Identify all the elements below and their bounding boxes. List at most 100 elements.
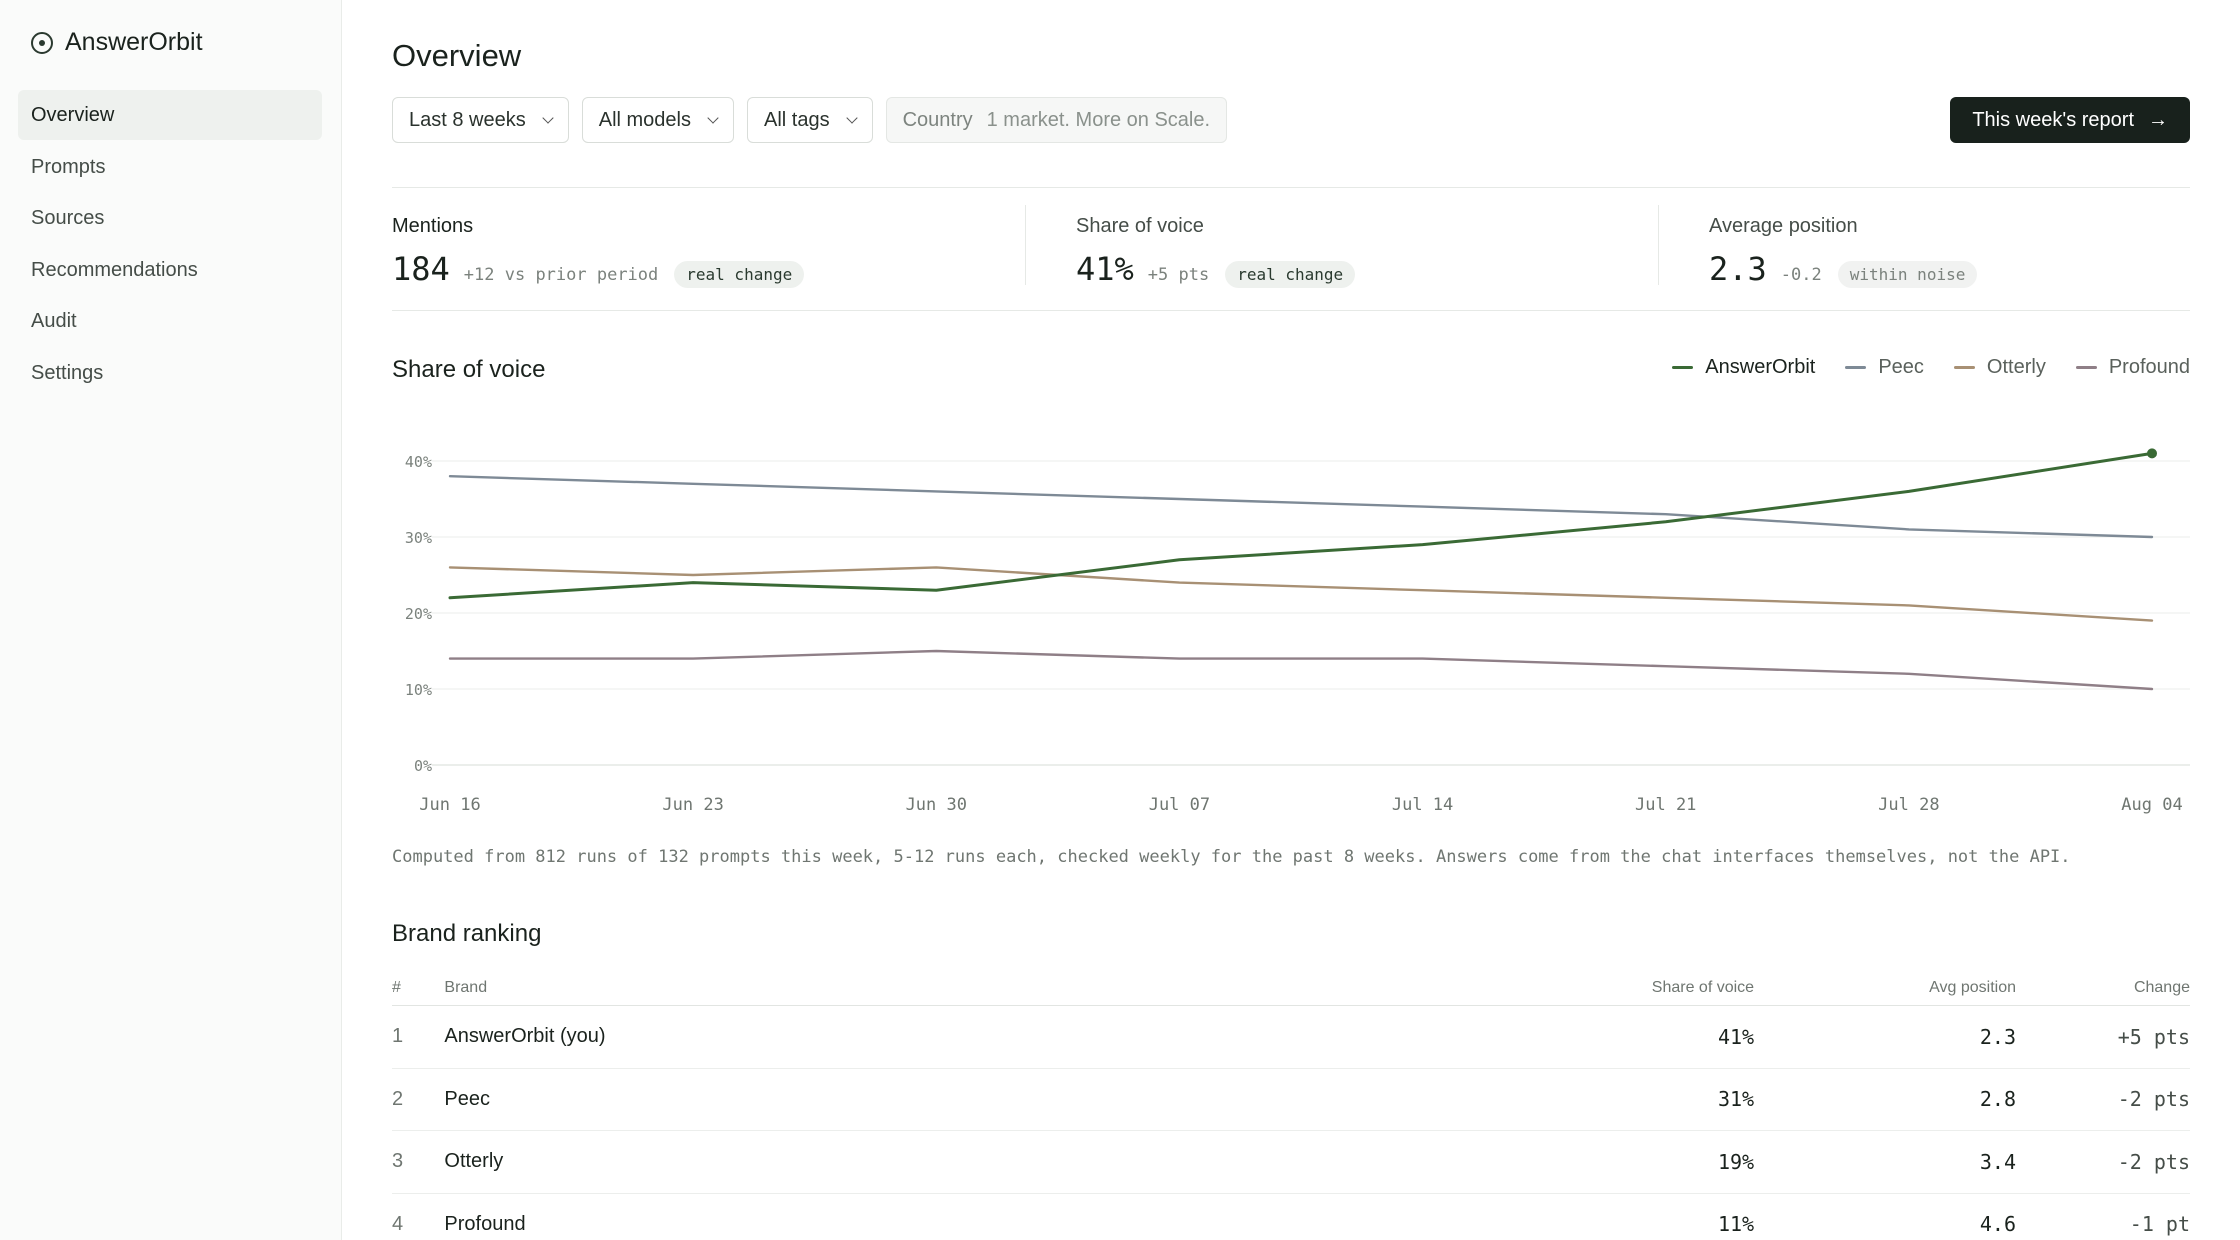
legend-label: Otterly [1986, 356, 2046, 378]
x-tick-label: Jun 16 [419, 795, 480, 815]
series-endpoint-marker [2147, 448, 2157, 459]
sidebar-item-sources[interactable]: Sources [31, 207, 105, 229]
metric-label: Mentions [392, 215, 474, 237]
row-share-of-voice: 11% [1717, 1212, 1755, 1237]
metric-delta: +5 pts [1147, 265, 1210, 285]
y-tick-label: 10% [405, 681, 432, 699]
legend-swatch [1953, 366, 1975, 369]
models-select[interactable]: All models [581, 97, 734, 143]
sidebar-item-overview[interactable]: Overview [18, 90, 322, 140]
row-brand: AnswerOrbit (you) [444, 1025, 606, 1048]
table-row[interactable]: 3 Otterly 19% 3.4 -2 pts [392, 1131, 2190, 1194]
series-line-peec [448, 475, 2154, 539]
row-share-of-voice: 41% [1717, 1024, 1755, 1049]
legend-item[interactable]: Peec [1845, 356, 1924, 379]
chevron-down-icon [542, 112, 554, 124]
legend-item[interactable]: AnswerOrbit [1672, 356, 1815, 379]
divider [392, 310, 2190, 311]
chevron-down-icon [707, 112, 719, 124]
y-tick-label: 30% [405, 529, 432, 547]
status-badge: real change [674, 261, 805, 288]
tags-select[interactable]: All tags [747, 97, 873, 143]
metric-average-position: Average position 2.3 -0.2 within noise [1658, 205, 2190, 288]
status-badge: within noise [1837, 261, 1978, 288]
tags-select-value: All tags [764, 108, 830, 131]
row-share-of-voice: 19% [1717, 1149, 1755, 1174]
brand[interactable]: AnswerOrbit [31, 28, 203, 57]
sidebar: AnswerOrbit Overview Prompts Sources Rec… [0, 0, 342, 1240]
chart-title: Share of voice [392, 356, 546, 383]
metric-value: 2.3 [1709, 250, 1767, 288]
row-rank: 1 [392, 1025, 404, 1048]
table-row[interactable]: 1 AnswerOrbit (you) 41% 2.3 +5 pts [392, 1006, 2190, 1069]
brand-ranking-table: # Brand Share of voice Avg position Chan… [392, 970, 2190, 1240]
share-of-voice-chart: 0% 10% 20% 30% 40% Jun 16 Jun 23 Jun 30 Jul 07 Ju… [405, 448, 2190, 815]
sidebar-item-audit[interactable]: Audit [31, 310, 77, 332]
metric-value: 184 [392, 250, 450, 288]
col-rank: # [392, 978, 401, 996]
x-tick-label: Jul 14 [1392, 795, 1453, 815]
col-brand: Brand [444, 978, 488, 996]
metric-label: Share of voice [1076, 215, 1204, 237]
orbit-logo-icon [31, 31, 53, 54]
table-row[interactable]: 2 Peec 31% 2.8 -2 pts [392, 1069, 2190, 1131]
metric-delta: +12 vs prior period [463, 265, 659, 285]
row-rank: 4 [392, 1212, 404, 1235]
row-brand: Profound [444, 1212, 526, 1235]
x-tick-label: Jun 23 [662, 795, 723, 815]
weekly-report-label: This week's report [1972, 108, 2134, 131]
period-select-value: Last 8 weeks [409, 108, 526, 131]
divider [392, 187, 2190, 188]
sidebar-item-recommendations[interactable]: Recommendations [31, 258, 198, 281]
series-line-profound [448, 649, 2154, 691]
y-tick-label: 20% [405, 605, 432, 623]
legend-swatch [1672, 366, 1694, 369]
x-tick-label: Aug 04 [2121, 795, 2182, 815]
row-share-of-voice: 31% [1717, 1087, 1755, 1112]
y-tick-label: 40% [405, 453, 432, 471]
weekly-report-button[interactable]: This week's report → [1950, 97, 2190, 143]
arrow-right-icon: → [2148, 108, 2168, 131]
period-select[interactable]: Last 8 weeks [392, 97, 569, 143]
row-change: +5 pts [2117, 1024, 2190, 1049]
brand-name: AnswerOrbit [65, 28, 203, 56]
country-label: Country [902, 108, 973, 131]
models-select-value: All models [598, 108, 691, 131]
table-row[interactable]: 4 Profound 11% 4.6 -1 pt [392, 1194, 2190, 1240]
sidebar-item-settings[interactable]: Settings [31, 361, 104, 384]
col-avg-position: Avg position [1929, 978, 2016, 996]
page-title: Overview [392, 38, 522, 73]
x-tick-label: Jun 30 [906, 795, 967, 815]
y-tick-label: 0% [414, 757, 432, 775]
legend-label: Profound [2108, 356, 2190, 378]
filter-bar: Last 8 weeks All models All tags Country… [392, 97, 1240, 143]
x-tick-label: Jul 21 [1635, 795, 1696, 815]
row-avg-position: 3.4 [1979, 1149, 2016, 1174]
row-change: -1 pt [2129, 1212, 2190, 1237]
row-change: -2 pts [2117, 1149, 2190, 1174]
col-share-of-voice: Share of voice [1651, 978, 1755, 996]
metric-value: 41% [1076, 250, 1134, 288]
metric-label: Average position [1709, 215, 1858, 237]
col-change: Change [2133, 978, 2190, 996]
metric-delta: -0.2 [1780, 265, 1822, 285]
sidebar-item-prompts[interactable]: Prompts [31, 155, 106, 178]
legend-label: AnswerOrbit [1705, 356, 1816, 378]
metric-share-of-voice: Share of voice 41% +5 pts real change [1025, 205, 1658, 288]
legend-item[interactable]: Otterly [1953, 356, 2046, 379]
sidebar-nav: Overview Prompts Sources Recommendations… [18, 90, 322, 399]
x-tick-label: Jul 07 [1149, 795, 1210, 815]
row-brand: Peec [444, 1087, 490, 1110]
row-avg-position: 2.3 [1979, 1024, 2016, 1049]
series-line-otterly [448, 566, 2154, 622]
legend-swatch [2075, 366, 2097, 369]
table-header: # Brand Share of voice Avg position Chan… [392, 970, 2190, 1006]
legend-item[interactable]: Profound [2075, 356, 2190, 379]
row-rank: 2 [392, 1087, 404, 1110]
row-avg-position: 2.8 [1979, 1087, 2016, 1112]
country-filter: Country 1 market. More on Scale. [885, 97, 1228, 143]
ranking-title: Brand ranking [392, 920, 542, 947]
status-badge: real change [1225, 261, 1356, 288]
chart-footnote: Computed from 812 runs of 132 prompts th… [392, 847, 2071, 867]
series-line-answerorbit [448, 451, 2154, 600]
